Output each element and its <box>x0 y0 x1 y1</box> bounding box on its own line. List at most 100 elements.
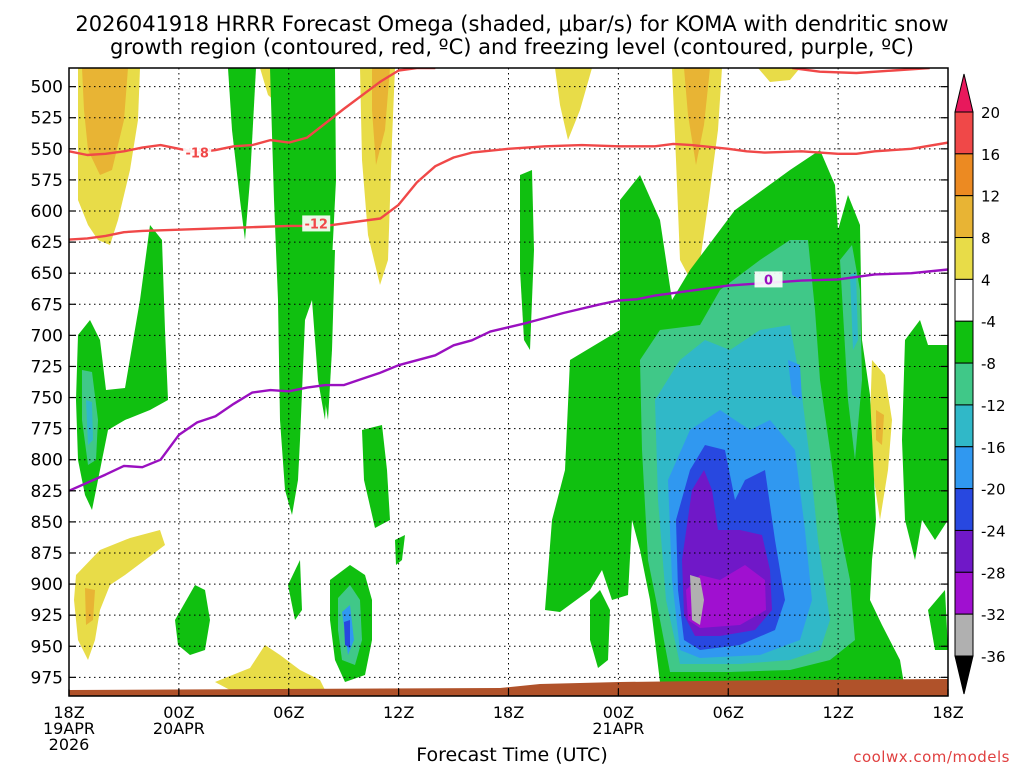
omega-negative-region <box>928 590 948 650</box>
x-tick-label: 12Z <box>383 703 414 722</box>
colorbar-label: -36 <box>981 648 1006 666</box>
colorbar-label: -12 <box>981 397 1006 415</box>
omega-negative-region <box>318 250 335 420</box>
y-tick-label: 875 <box>31 544 63 564</box>
contour-label-bg <box>754 271 783 288</box>
contour-label: 0 <box>764 273 773 288</box>
omega-negative-region <box>362 425 390 528</box>
x-tick-label: 20APR <box>153 719 205 738</box>
x-tick-label: 12Z <box>822 703 853 722</box>
colorbar-label: -32 <box>981 606 1006 624</box>
colorbar-label: -8 <box>981 355 996 373</box>
omega-positive-region <box>74 530 165 660</box>
omega-negative-region <box>288 560 302 620</box>
colorbar-label: -16 <box>981 439 1006 457</box>
colorbar-swatch <box>954 195 974 239</box>
contour-dgz-minus18 <box>69 68 436 157</box>
x-tick-label: 21APR <box>592 719 644 738</box>
colorbar-swatch <box>954 153 974 197</box>
y-tick-label: 950 <box>31 637 63 657</box>
y-tick-label: 500 <box>31 78 63 98</box>
colorbar-swatch <box>954 278 974 322</box>
colorbar-label: 4 <box>981 271 991 289</box>
y-tick-label: 600 <box>31 202 63 222</box>
y-tick-label: 900 <box>31 575 63 595</box>
omega-positive-region <box>360 68 395 285</box>
x-tick-label: 00Z <box>603 703 634 722</box>
contour-layer: -18 -12 0 <box>69 68 948 492</box>
colorbar-swatch <box>954 529 974 573</box>
omega-shading <box>74 68 948 690</box>
chart-title-line2: growth region (contoured, red, ºC) and f… <box>110 35 914 59</box>
colorbar-swatch <box>954 362 974 406</box>
x-tick-label: 18Z <box>493 703 524 722</box>
x-tick-label: 18Z <box>53 703 84 722</box>
y-tick-label: 625 <box>31 233 63 253</box>
y-tick-label: 925 <box>31 606 63 626</box>
colorbar-swatch <box>954 111 974 155</box>
omega-positive-region <box>876 410 884 445</box>
contour-label-bg <box>183 144 212 161</box>
omega-negative-region <box>175 585 210 655</box>
colorbar-label: -28 <box>981 564 1006 582</box>
y-axis: 500 525 550 575 600 625 650 675 700 725 750 775 800 8… <box>31 78 948 688</box>
omega-negative-region <box>788 360 802 400</box>
omega-negative-region <box>228 68 256 240</box>
contour-dgz-minus12-top <box>792 68 930 75</box>
omega-positive-region <box>215 645 325 690</box>
omega-negative-region <box>76 225 168 510</box>
y-tick-label: 650 <box>31 264 63 284</box>
colorbar-swatch <box>954 571 974 615</box>
contour-label-bg <box>302 215 331 232</box>
x-tick-label: 06Z <box>273 703 304 722</box>
y-tick-label: 550 <box>31 140 63 160</box>
colorbar-swatch <box>954 446 974 490</box>
y-tick-label: 800 <box>31 451 63 471</box>
omega-positive-region <box>555 68 592 140</box>
colorbar-label: -20 <box>981 481 1006 499</box>
y-tick-label: 725 <box>31 357 63 377</box>
omega-negative-region <box>850 272 858 350</box>
y-tick-label: 525 <box>31 109 63 129</box>
colorbar-swatch <box>954 488 974 531</box>
omega-negative-region <box>86 400 93 445</box>
contour-label: -12 <box>304 217 328 232</box>
x-tick-label: 06Z <box>713 703 744 722</box>
chart-title-line1: 2026041918 HRRR Forecast Omega (shaded, … <box>75 12 949 36</box>
y-tick-label: 675 <box>31 295 63 315</box>
omega-positive-region <box>85 588 95 625</box>
y-tick-label: 850 <box>31 513 63 533</box>
colorbar-bottom-triangle <box>954 655 974 695</box>
colorbar-label: 12 <box>981 188 1000 206</box>
contour-label: -18 <box>185 147 209 162</box>
contour-freezing-level <box>69 268 948 492</box>
omega-positive-region <box>672 68 722 290</box>
colorbar-swatch <box>954 320 974 364</box>
colorbar-label: 16 <box>981 146 1000 164</box>
credit-link[interactable]: coolwx.com/models <box>853 748 1010 766</box>
omega-negative-region <box>690 575 704 625</box>
colorbar: 20 16 12 8 4 -4 -8 -12 -16 -20 -24 -28 -32 -36 <box>954 73 1006 695</box>
omega-negative-region <box>686 565 766 628</box>
y-tick-label: 700 <box>31 326 63 346</box>
colorbar-swatch <box>954 613 974 657</box>
omega-negative-region <box>520 170 534 350</box>
omega-positive-region <box>758 68 800 82</box>
y-tick-label: 825 <box>31 482 63 502</box>
colorbar-label: -24 <box>981 522 1006 540</box>
omega-positive-region <box>82 68 128 175</box>
y-tick-label: 750 <box>31 389 63 409</box>
y-tick-label: 775 <box>31 420 63 440</box>
omega-negative-region <box>395 535 405 565</box>
y-tick-label: 975 <box>31 668 63 688</box>
x-tick-label: 18Z <box>932 703 963 722</box>
x-tick-label: 00Z <box>163 703 194 722</box>
x-tick-label: 2026 <box>49 735 90 754</box>
colorbar-top-triangle <box>954 73 974 113</box>
colorbar-swatch <box>954 237 974 280</box>
omega-positive-region <box>372 68 390 165</box>
omega-negative-region <box>590 590 610 668</box>
contour-dgz-minus12 <box>69 141 948 241</box>
